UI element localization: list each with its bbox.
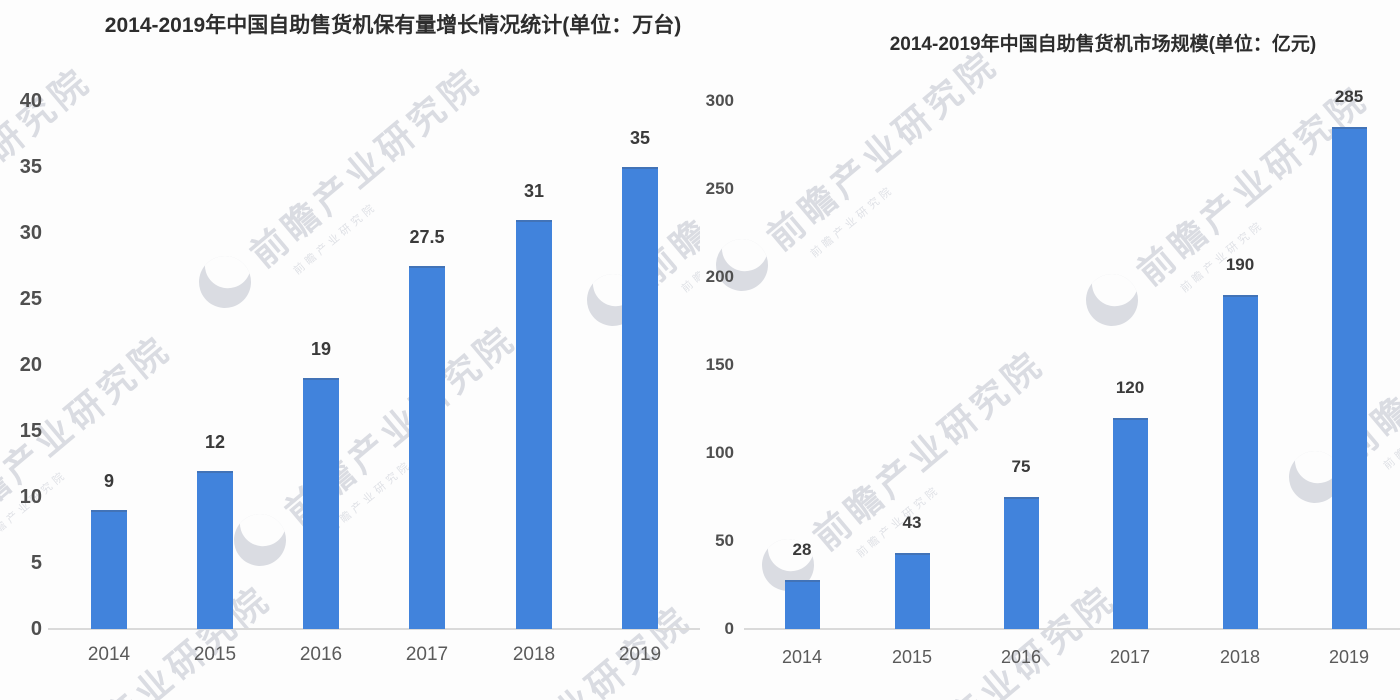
- qianzhan-logo-icon: [188, 245, 262, 319]
- x-axis-label: 2019: [1328, 647, 1370, 667]
- bar-value-label: 285: [1334, 87, 1364, 107]
- y-axis-tick-label: 25: [19, 288, 42, 310]
- x-axis-label: 2017: [405, 644, 449, 665]
- qianzhan-logo-icon: [705, 228, 779, 302]
- watermark-row: 前瞻产业研究院: [0, 571, 281, 700]
- bar-value-label: 31: [523, 180, 545, 201]
- bar-value-label: 120: [1115, 377, 1145, 397]
- x-axis-label: 2015: [891, 647, 933, 667]
- watermark-subtext: 前瞻产业研究院: [0, 95, 113, 278]
- y-axis-tick-label: 100: [705, 443, 734, 462]
- x-axis-label: 2019: [618, 644, 662, 665]
- y-axis-tick-label: 40: [19, 90, 42, 112]
- y-axis-tick-label: 15: [19, 420, 42, 442]
- x-axis-label: 2017: [1109, 647, 1151, 667]
- watermark: 前瞻产业研究院前瞻产业研究院: [188, 53, 503, 333]
- y-axis-tick-label: 50: [715, 531, 734, 550]
- x-axis-label: 2015: [193, 644, 237, 665]
- chart-vending-machine-market-size: 2014-2019年中国自助售货机市场规模(单位：亿元) 前瞻产业研究院 前瞻产业…: [700, 0, 1400, 700]
- bar-2017: [1112, 417, 1148, 629]
- bar-2014: [91, 510, 127, 629]
- y-axis-tick-label: 30: [19, 222, 42, 244]
- y-axis-tick-label: 150: [705, 355, 734, 374]
- bar-value-label: 75: [1011, 457, 1031, 476]
- bar-value-label: 43: [902, 513, 922, 533]
- y-axis-tick-label: 5: [30, 552, 42, 574]
- bar-value-label: 35: [629, 128, 651, 148]
- x-axis-label: 2018: [1219, 647, 1261, 667]
- y-axis-tick-label: 200: [705, 267, 734, 286]
- bar-2018: [516, 219, 552, 629]
- watermark-row: 前瞻产业研究院: [223, 311, 525, 577]
- y-axis-tick-label: 35: [19, 156, 42, 178]
- watermark-subtext: 前瞻产业研究院: [1381, 395, 1400, 473]
- x-axis-line: [48, 628, 700, 630]
- watermark-row: 前瞻产业研究院: [823, 571, 1125, 700]
- qianzhan-logo-icon: [1075, 263, 1149, 337]
- y-axis-tick-label: 20: [19, 354, 42, 376]
- y-axis-tick-label: 300: [705, 91, 734, 110]
- bar-2018: [1222, 294, 1258, 629]
- bar-value-label: 19: [310, 339, 332, 360]
- y-axis-tick-label: 0: [30, 618, 42, 640]
- qianzhan-logo-icon: [223, 503, 297, 577]
- watermark-text: 前瞻产业研究院: [759, 42, 1006, 259]
- y-axis-tick-label: 250: [705, 179, 734, 198]
- watermark: 前瞻产业研究院前瞻产业研究院: [705, 36, 1020, 316]
- bar-value-label: 12: [204, 431, 226, 452]
- bar-2019: [1331, 127, 1367, 629]
- bar-value-label: 27.5: [409, 227, 445, 247]
- bar-2016: [1003, 497, 1039, 629]
- bar-value-label: 28: [792, 539, 812, 559]
- bar-2016: [303, 378, 339, 629]
- chart-title: 2014-2019年中国自助售货机市场规模(单位：亿元): [889, 34, 1317, 55]
- x-axis-label: 2018: [512, 644, 556, 665]
- bar-2019: [622, 167, 658, 629]
- x-axis-label: 2016: [299, 644, 343, 665]
- x-axis-label: 2016: [1000, 647, 1042, 667]
- y-axis-tick-label: 0: [724, 619, 734, 638]
- bar-2015: [894, 553, 930, 629]
- bar-value-label: 190: [1225, 254, 1255, 274]
- x-axis-label: 2014: [781, 647, 823, 667]
- bar-2015: [197, 470, 233, 629]
- watermark-subtext: 前瞻产业研究院: [808, 183, 897, 261]
- watermark-subtext: 前瞻产业研究院: [291, 200, 380, 278]
- bar-value-label: 9: [103, 471, 114, 492]
- x-axis-line: [744, 628, 1400, 630]
- y-axis-tick-label: 10: [19, 486, 42, 508]
- watermark-text: 前瞻产业研究院: [32, 577, 279, 700]
- chart-title: 2014-2019年中国自助售货机保有量增长情况统计(单位：万台): [104, 14, 682, 37]
- chart-vending-machine-holdings: 2014-2019年中国自助售货机保有量增长情况统计(单位：万台) 前瞻产业研究…: [0, 0, 700, 700]
- x-axis-label: 2014: [87, 644, 131, 665]
- watermark-row: 前瞻产业研究院: [705, 36, 1007, 302]
- watermark-row: 前瞻产业研究院: [188, 53, 490, 319]
- watermark: 前瞻产业研究院前瞻产业研究院: [223, 311, 538, 591]
- bar-2014: [784, 579, 820, 629]
- bar-2017: [409, 266, 445, 629]
